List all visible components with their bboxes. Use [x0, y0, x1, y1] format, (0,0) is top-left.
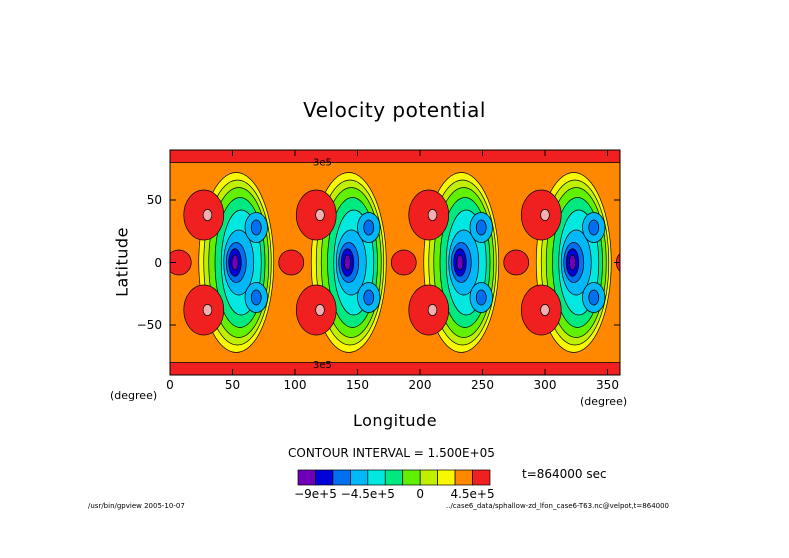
contour-band [344, 254, 351, 271]
x-unit-left: (degree) [110, 389, 158, 402]
contour-label: 3e5 [313, 360, 332, 371]
contour-band [569, 254, 576, 271]
x-tick-label: 100 [283, 378, 307, 392]
x-tick-label: 300 [533, 378, 557, 392]
colorbar-tick-label: 4.5e+5 [450, 487, 495, 501]
wave-cell [295, 172, 417, 353]
wave-cell [183, 172, 305, 353]
x-axis-label: Longitude [352, 411, 438, 430]
colorbar-swatch [472, 469, 491, 486]
x-tick-label: 200 [408, 378, 432, 392]
high-core [427, 209, 438, 221]
wave-cell [408, 172, 530, 353]
x-tick-label: 50 [224, 378, 241, 392]
colorbar-tick-label: 0 [416, 487, 424, 501]
colorbar-swatch [402, 469, 421, 486]
contour-band [588, 289, 600, 306]
high-lobe [71, 285, 111, 335]
contour-band [250, 289, 262, 306]
colorbar-tick-label: −4.5e+5 [340, 487, 395, 501]
y-tick-label: 50 [146, 193, 162, 207]
contour-band [475, 289, 487, 306]
colorbar-swatch [419, 469, 438, 486]
equatorial-high [170, 249, 192, 276]
colorbar-swatch [350, 469, 369, 486]
high-core [91, 304, 100, 315]
colorbar-swatch [384, 469, 404, 486]
high-core [540, 209, 550, 221]
wave-cell [71, 190, 192, 335]
contour-band [139, 290, 149, 305]
time-label: t=864000 sec [522, 467, 607, 481]
footer-right-text: ../case6_data/sphallow-zd_lfon_case6-T63… [446, 502, 670, 510]
colorbar-swatch [454, 469, 473, 486]
colorbar-swatch [297, 469, 316, 486]
contour-band [250, 219, 262, 236]
contour-label: 3e5 [313, 157, 332, 168]
colorbar-swatch [367, 469, 386, 486]
colorbar-tick-label: −9e+5 [294, 487, 337, 501]
x-unit-right: (degree) [580, 395, 628, 408]
equatorial-high [503, 249, 530, 276]
x-tick-label: 350 [596, 378, 619, 392]
high-core [315, 304, 325, 316]
colorbar-swatch [315, 469, 334, 486]
x-tick-label: 150 [346, 378, 369, 392]
polar-band-north [170, 150, 620, 163]
contour-band [588, 219, 600, 236]
colorbar-swatch [332, 469, 351, 486]
y-tick-label: 0 [154, 255, 162, 270]
high-core [202, 304, 213, 316]
high-core [427, 304, 438, 316]
contour-band [363, 219, 375, 236]
polar-band-south [170, 362, 620, 375]
high-core [202, 209, 213, 221]
equatorial-high [390, 249, 417, 276]
high-core [315, 209, 325, 221]
contour-band [363, 289, 375, 306]
contour-band [133, 283, 156, 313]
high-core [540, 304, 550, 316]
wave-cell [520, 172, 620, 353]
contour-interval-label: CONTOUR INTERVAL = 1.500E+05 [288, 446, 495, 460]
x-tick-label: 250 [471, 378, 494, 392]
chart-title: Velocity potential [303, 98, 486, 122]
contour-band [231, 254, 239, 271]
contour-band [133, 213, 156, 243]
colorbar-swatch [437, 469, 456, 486]
high-core [91, 209, 100, 220]
y-tick-label: −50 [136, 318, 162, 332]
high-lobe [71, 190, 111, 240]
equatorial-high [278, 249, 305, 276]
contour-band [139, 220, 149, 235]
contour-band [475, 219, 487, 236]
contour-band [456, 254, 464, 271]
footer-left-text: /usr/bin/gpview 2005-10-07 [88, 502, 185, 510]
x-tick-label: 0 [166, 378, 174, 392]
